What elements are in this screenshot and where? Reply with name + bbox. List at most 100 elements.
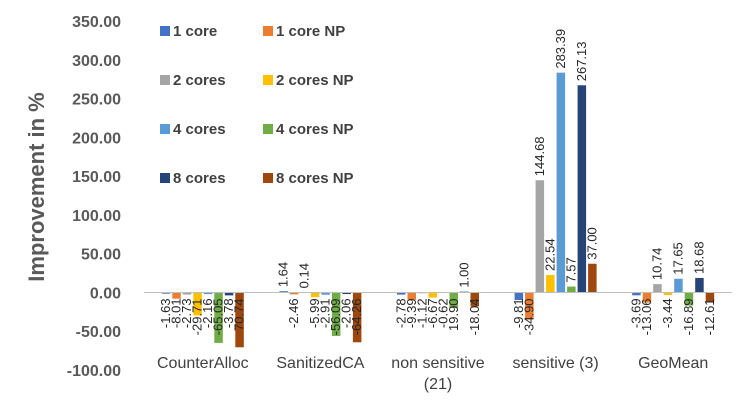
data-label: 17.65 xyxy=(670,242,685,275)
legend-swatch xyxy=(160,75,170,85)
legend-item: 8 cores xyxy=(160,170,226,187)
data-label: -12.61 xyxy=(702,298,717,335)
category-label: SanitizedCA xyxy=(276,355,364,372)
data-label: 267.13 xyxy=(574,42,589,82)
bar-2-cores-np xyxy=(310,292,320,298)
data-label: -2.16 xyxy=(200,298,215,328)
bar-2-cores-np xyxy=(193,292,202,316)
legend-swatch xyxy=(160,26,170,36)
bar-1-core-np xyxy=(289,292,299,295)
bars xyxy=(161,72,715,348)
legend-swatch xyxy=(160,124,170,134)
data-label: -56.09 xyxy=(328,298,343,335)
bar-1-core xyxy=(279,291,288,293)
data-label: -1.12 xyxy=(414,298,429,328)
bar-4-cores xyxy=(321,292,330,295)
legend-label: 2 cores NP xyxy=(276,72,354,89)
bar-4-cores xyxy=(674,278,683,293)
y-tick-label: -50.00 xyxy=(76,324,121,341)
data-label: -9.81 xyxy=(511,298,526,328)
data-label: -2.46 xyxy=(286,298,301,328)
y-tick-label: 200.00 xyxy=(72,130,121,147)
legend-label: 8 cores NP xyxy=(276,170,354,187)
bar-8-cores xyxy=(695,277,704,293)
category-label: sensitive (3) xyxy=(512,355,598,372)
y-axis-label: Improvement in % xyxy=(24,92,49,281)
y-tick-label: 100.00 xyxy=(72,208,121,225)
data-label: -1.63 xyxy=(158,298,173,328)
legend-label: 4 cores xyxy=(173,121,226,138)
bar-2-cores-np xyxy=(546,274,555,293)
legend-swatch xyxy=(263,173,273,183)
y-tick-label: -100.00 xyxy=(67,363,121,380)
legend-label: 1 core NP xyxy=(276,23,345,40)
y-tick-label: 350.00 xyxy=(72,14,121,31)
category-label: non sensitive xyxy=(391,355,484,372)
legend-swatch xyxy=(263,75,273,85)
bar-8-cores-np xyxy=(470,292,479,307)
bar-8-cores-np xyxy=(705,292,715,303)
data-label: -3.69 xyxy=(628,298,643,328)
y-tick-label: 50.00 xyxy=(81,247,121,264)
data-label: 7.57 xyxy=(563,257,578,282)
category-label: CounterAlloc xyxy=(157,355,249,372)
legend-item: 4 cores xyxy=(160,121,226,138)
data-label: -0.62 xyxy=(435,298,450,328)
data-label: 19.90 xyxy=(446,298,461,331)
data-label: 10.74 xyxy=(649,248,664,281)
legend-item: 1 core xyxy=(160,23,217,40)
legend-label: 4 cores NP xyxy=(276,121,354,138)
data-label: -2.91 xyxy=(318,298,333,328)
legend-swatch xyxy=(160,173,170,183)
data-label: -8.01 xyxy=(169,298,184,328)
y-tick-label: 0.00 xyxy=(90,285,121,302)
bar-1-core-np xyxy=(525,292,534,320)
data-label: -13.06 xyxy=(639,298,654,335)
bar-1-core xyxy=(632,292,641,296)
legend-swatch xyxy=(263,26,273,36)
bar-1-core xyxy=(397,292,406,295)
y-tick-label: 150.00 xyxy=(72,169,121,186)
bar-1-core-np xyxy=(407,292,416,300)
bar-2-cores xyxy=(535,180,545,293)
category-labels: CounterAlloc SanitizedCA non sensitive (21)… xyxy=(157,355,708,393)
data-label: -29.71 xyxy=(190,298,205,335)
data-label: -18.04 xyxy=(467,298,482,335)
bar-1-core xyxy=(514,292,524,301)
data-label: 22.54 xyxy=(542,238,557,271)
bar-4-cores-np xyxy=(567,286,576,293)
data-label: 37.00 xyxy=(584,227,599,260)
bar-4-cores-np xyxy=(214,292,223,343)
data-label: -64.26 xyxy=(349,298,364,335)
data-label: -34.90 xyxy=(521,298,536,335)
bar-8-cores-np xyxy=(588,263,597,293)
bar-2-cores-np xyxy=(428,292,437,298)
legend-item: 4 cores NP xyxy=(263,121,354,138)
category-label: (21) xyxy=(424,376,452,393)
legend-label: 1 core xyxy=(173,23,217,40)
legend: 1 core 1 core NP 2 cores 2 cores NP 4 cores 4… xyxy=(160,23,354,187)
data-label: -3.44 xyxy=(660,298,675,328)
legend-item: 2 cores NP xyxy=(263,72,354,89)
data-label: 144.68 xyxy=(532,136,547,176)
legend-swatch xyxy=(263,124,273,134)
bar-4-cores xyxy=(203,292,213,295)
bar-1-core-np xyxy=(172,292,181,299)
y-tick-label: 250.00 xyxy=(72,92,121,109)
bar-8-cores-np xyxy=(352,292,362,343)
data-label: -2.78 xyxy=(393,298,408,328)
legend-label: 8 cores xyxy=(173,170,226,187)
data-label: -9.39 xyxy=(404,298,419,328)
bar-4-cores-np xyxy=(449,292,458,308)
bar-8-cores xyxy=(577,85,587,293)
data-labels: -1.631.64-2.78 -9.81 -3.69-8.01 -2.46 -9.39-… xyxy=(158,29,717,335)
data-label: 18.68 xyxy=(691,241,706,274)
bar-8-cores xyxy=(224,292,234,296)
legend-item: 8 cores NP xyxy=(263,170,354,187)
data-label: -2.06 xyxy=(339,298,354,328)
bar-4-cores xyxy=(556,72,566,293)
data-label: -5.99 xyxy=(307,298,322,328)
legend-label: 2 cores xyxy=(173,72,226,89)
